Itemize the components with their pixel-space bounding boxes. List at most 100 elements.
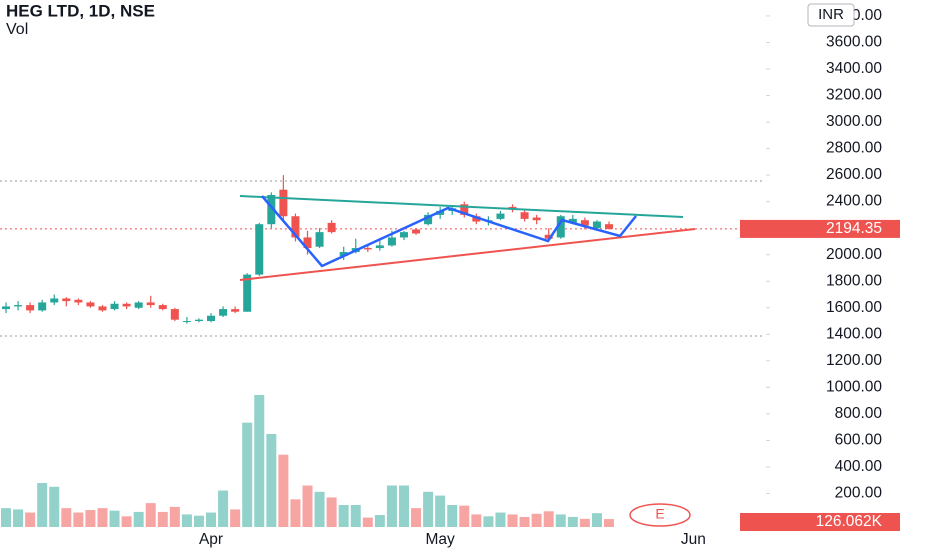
candle-body bbox=[363, 248, 372, 250]
volume-bar bbox=[145, 503, 156, 527]
volume-bar bbox=[362, 517, 373, 527]
drawings bbox=[239, 195, 696, 281]
candle-body bbox=[2, 306, 10, 310]
last-volume-box bbox=[740, 513, 900, 531]
candle-body bbox=[207, 315, 216, 322]
candle-body bbox=[98, 306, 107, 311]
candle-body bbox=[122, 303, 131, 307]
volume-bar bbox=[591, 513, 602, 527]
candle-body bbox=[231, 309, 240, 312]
volume-bar bbox=[374, 515, 385, 527]
volume-bar bbox=[242, 422, 253, 527]
y-tick-label: 1600.00 bbox=[826, 299, 882, 316]
candle-body bbox=[74, 299, 83, 303]
volume-bar bbox=[483, 516, 494, 527]
support-line bbox=[239, 228, 696, 281]
volume-bar bbox=[326, 497, 337, 527]
candle-body bbox=[219, 309, 228, 316]
candle-body bbox=[86, 302, 95, 307]
volume-bar bbox=[398, 485, 409, 527]
volume-bar bbox=[49, 486, 60, 527]
candle-body bbox=[194, 319, 203, 322]
candle-body bbox=[62, 298, 71, 302]
volume-bar bbox=[314, 491, 325, 527]
y-tick-label: 3600.00 bbox=[826, 34, 882, 51]
x-tick-label: Jun bbox=[681, 531, 706, 548]
volume-bar bbox=[350, 505, 361, 527]
volume-bar bbox=[157, 511, 168, 527]
volume-bar bbox=[459, 505, 470, 527]
y-tick-label: 1800.00 bbox=[826, 272, 882, 289]
candle-body bbox=[50, 298, 59, 303]
chart-title: HEG LTD, 1D, NSE bbox=[6, 1, 155, 20]
y-tick-label: 200.00 bbox=[835, 485, 883, 502]
y-tick-label: 3200.00 bbox=[826, 87, 882, 104]
volume-bar bbox=[254, 395, 265, 527]
x-tick-label: Apr bbox=[199, 531, 223, 548]
y-tick-label: 3000.00 bbox=[826, 113, 882, 130]
earnings-marker[interactable] bbox=[629, 503, 691, 527]
currency[interactable]: INR bbox=[818, 6, 844, 23]
candle-body bbox=[520, 212, 529, 219]
candle-body bbox=[134, 302, 143, 308]
candle-body bbox=[580, 220, 589, 226]
y-tick-label: 2600.00 bbox=[826, 166, 882, 183]
volume-bar bbox=[218, 490, 229, 527]
volume-bar bbox=[13, 509, 24, 527]
last-volume-label: 126.062K bbox=[816, 513, 883, 530]
candle-body bbox=[568, 218, 577, 223]
y-tick-label: 2800.00 bbox=[826, 140, 882, 157]
volume-bar bbox=[37, 483, 48, 527]
volume-bar bbox=[435, 495, 446, 527]
candle-body bbox=[375, 245, 384, 249]
volume-bar bbox=[97, 508, 108, 527]
y-tick-label: 800.00 bbox=[835, 405, 883, 422]
candle-body bbox=[556, 216, 565, 238]
earnings-label[interactable]: E bbox=[655, 506, 664, 522]
zigzag-line bbox=[261, 195, 637, 268]
volume-bar bbox=[85, 510, 96, 527]
volume-bar bbox=[338, 505, 349, 527]
volume-bar bbox=[206, 512, 217, 527]
y-tick-label: 1400.00 bbox=[826, 325, 882, 342]
grid-layer bbox=[0, 15, 770, 494]
candle-body bbox=[544, 234, 553, 239]
candle-body bbox=[387, 237, 396, 246]
candle-body bbox=[279, 189, 288, 217]
candle-layer bbox=[2, 175, 613, 324]
volume-bar bbox=[181, 514, 192, 527]
candle-body bbox=[472, 216, 481, 222]
candle-body bbox=[158, 305, 167, 310]
volume-bar bbox=[519, 516, 530, 527]
price-axis: 200.00 400.00 600.00 800.00 1000.00 1200.00 14… bbox=[199, 7, 900, 548]
candle-body bbox=[424, 214, 433, 225]
volume-bar bbox=[386, 485, 397, 527]
volume-bar bbox=[230, 509, 241, 527]
y-tick-label: 1000.00 bbox=[826, 378, 882, 395]
candle-body bbox=[399, 232, 408, 238]
candle-body bbox=[146, 302, 155, 306]
candle-body bbox=[267, 195, 276, 225]
candle-body bbox=[110, 303, 119, 310]
currency-box[interactable] bbox=[807, 3, 855, 27]
resistance-line bbox=[239, 195, 684, 218]
candle-body bbox=[605, 224, 613, 229]
volume-bar bbox=[73, 512, 84, 527]
volume-bar bbox=[423, 491, 434, 527]
volume-bar bbox=[133, 511, 144, 527]
y-tick-label: 2400.00 bbox=[826, 193, 882, 210]
volume-bar bbox=[266, 433, 277, 527]
candle-body bbox=[255, 224, 264, 275]
y-tick-label: 400.00 bbox=[835, 458, 883, 475]
volume-bar bbox=[193, 515, 204, 527]
volume-bar bbox=[604, 519, 614, 527]
volume-bar bbox=[121, 516, 132, 527]
volume-bar bbox=[278, 454, 289, 527]
volume-bar bbox=[543, 511, 554, 527]
volume-bar bbox=[555, 514, 566, 527]
volume-layer bbox=[1, 395, 614, 527]
volume-bar bbox=[507, 514, 518, 527]
candle-body bbox=[412, 229, 421, 234]
volume-bar bbox=[290, 499, 301, 527]
